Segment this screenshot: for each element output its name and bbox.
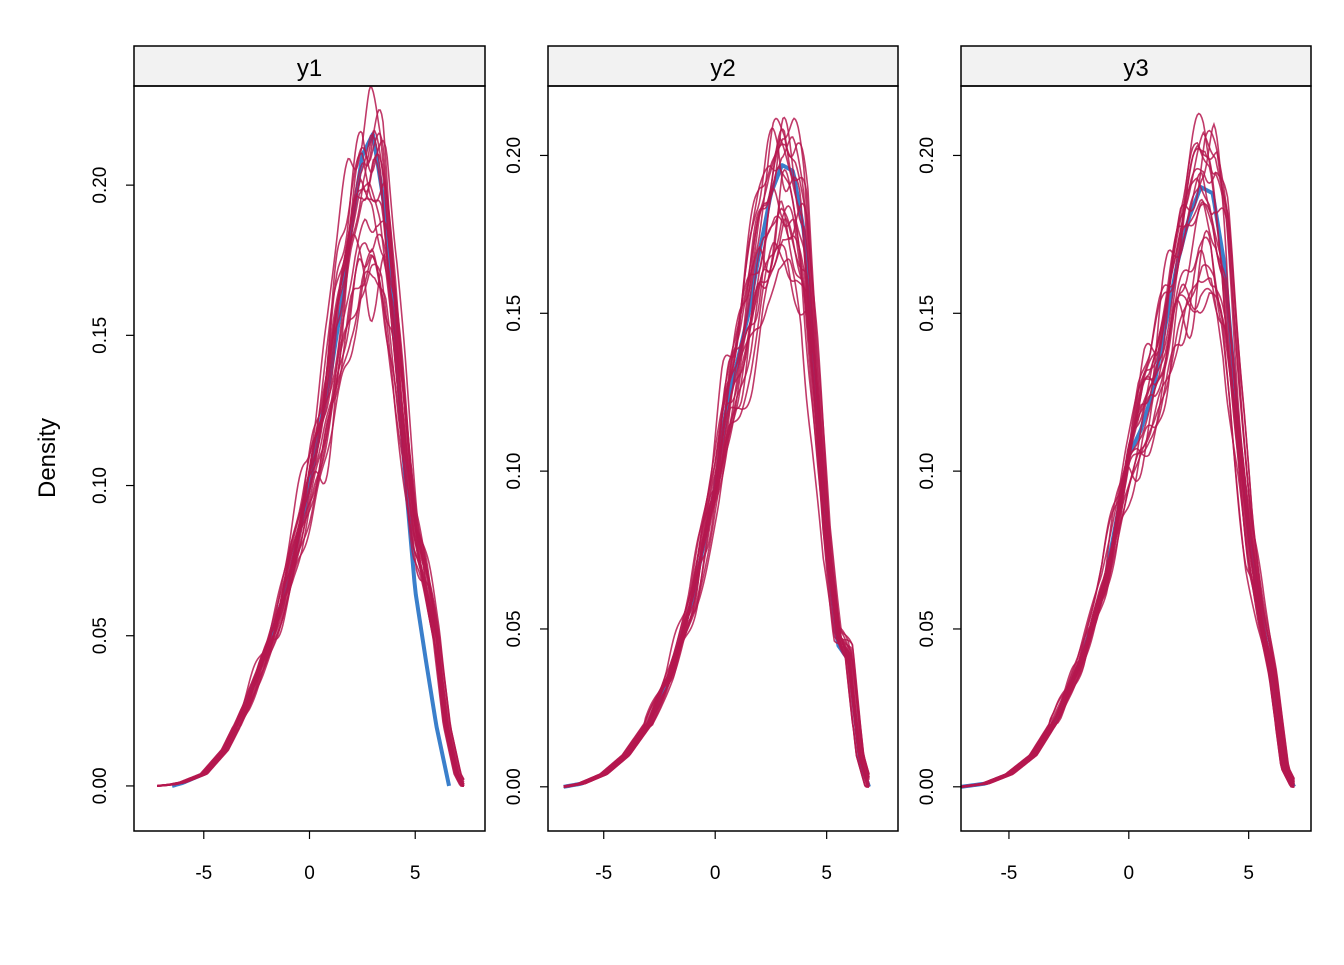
imputed-density-y2-19	[563, 207, 870, 788]
y-tick-label-y3-0: 0.00	[917, 768, 938, 805]
imputed-density-y1-10	[157, 233, 465, 787]
y-tick-label-y2-1: 0.05	[504, 610, 525, 647]
x-tick-label-y2-5: 5	[821, 863, 832, 884]
imputed-density-y1-20	[157, 129, 465, 787]
imputed-density-y1-19	[157, 153, 465, 787]
y-tick-label-y3-2: 0.10	[917, 453, 938, 490]
panel-y1: y1 -5 0 5 0.00 0.05 0.10 0.15 0.20	[90, 45, 486, 884]
imputed-density-y2-20	[563, 117, 870, 788]
x-tick-label-y1--5: -5	[195, 863, 212, 884]
strip-y1	[133, 45, 486, 87]
x-tick-label-y3-5: 5	[1243, 863, 1254, 884]
y-tick-label-y1-2: 0.10	[90, 467, 111, 504]
y-tick-label-y3-1: 0.05	[917, 610, 938, 647]
y-tick-label-y2-2: 0.10	[504, 453, 525, 490]
y-tick-label-y3-4: 0.20	[917, 137, 938, 174]
y-tick-label-y2-0: 0.00	[504, 768, 525, 805]
x-tick-label-y1-5: 5	[410, 863, 421, 884]
y-tick-label-y3-3: 0.15	[917, 295, 938, 332]
strip-y3	[960, 45, 1312, 87]
panel-y2: y2 -5 0 5 0.00 0.05 0.10 0.15 0.20	[504, 45, 899, 884]
curves-y3	[961, 112, 1296, 789]
x-tick-label-y3--5: -5	[1000, 863, 1017, 884]
y-tick-label-y2-3: 0.15	[504, 295, 525, 332]
imputed-density-y1-17	[157, 181, 464, 787]
strip-y2	[547, 45, 899, 87]
x-tick-label-y3-0: 0	[1124, 863, 1135, 884]
plot-frame-y3	[960, 85, 1312, 832]
strip-label-y2: y2	[710, 55, 735, 82]
x-tick-label-y1-0: 0	[304, 863, 315, 884]
y-tick-label-y1-3: 0.15	[90, 317, 111, 354]
strip-label-y1: y1	[297, 55, 322, 82]
imputed-density-y1-7	[157, 157, 465, 787]
curves-y1	[157, 86, 465, 788]
panel-y3: y3 -5 0 5 0.00 0.05 0.10 0.15 0.20	[917, 45, 1312, 884]
curves-y2	[563, 116, 871, 789]
y-tick-label-y1-0: 0.00	[90, 767, 111, 804]
panels-group: y1 -5 0 5 0.00 0.05 0.10 0.15 0.20 y2 -5 0 5 0.00 0.05…	[90, 45, 1312, 884]
y-tick-label-y1-4: 0.20	[90, 167, 111, 204]
plot-frame-y2	[547, 85, 899, 832]
imputed-density-y1-15	[157, 86, 464, 787]
imputed-density-y1-16	[157, 263, 464, 787]
strip-label-y3: y3	[1123, 55, 1148, 82]
x-tick-label-y2-0: 0	[710, 863, 721, 884]
x-tick-label-y2--5: -5	[595, 863, 612, 884]
imputed-density-y3-19	[961, 292, 1295, 788]
y-axis-title: Density	[34, 418, 61, 498]
y-tick-label-y1-1: 0.05	[90, 617, 111, 654]
y-tick-label-y2-4: 0.20	[504, 137, 525, 174]
imputed-density-y3-20	[961, 283, 1295, 788]
